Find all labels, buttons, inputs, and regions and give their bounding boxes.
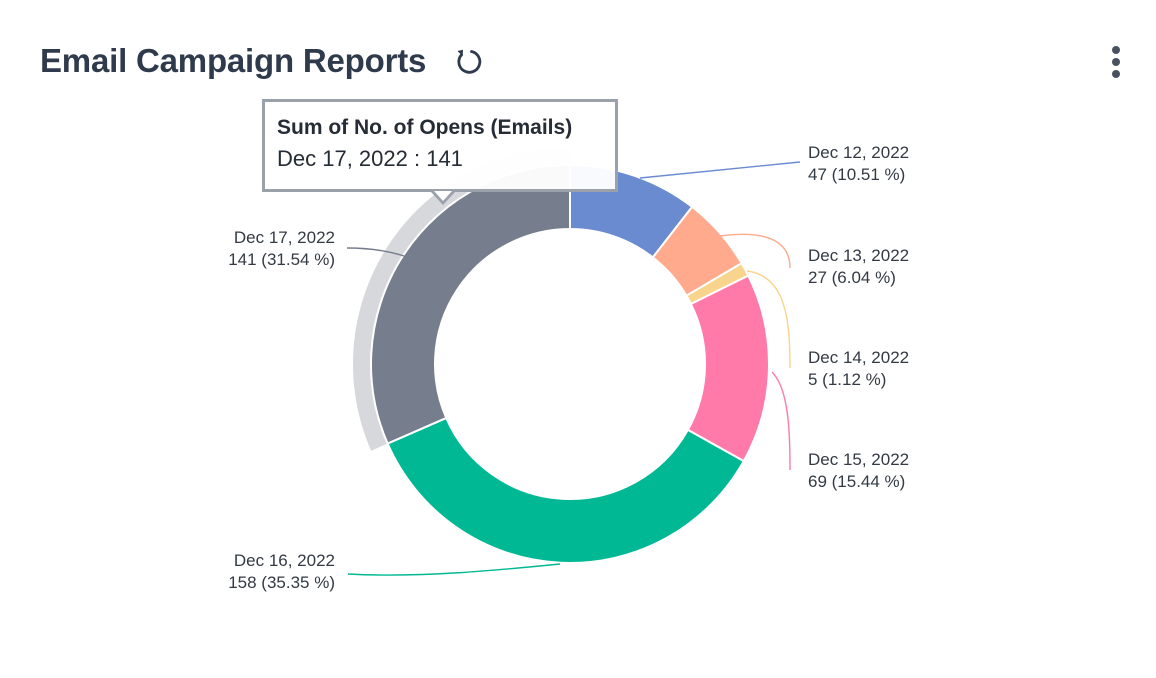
slice-label-date: Dec 13, 2022	[808, 246, 909, 265]
slice-label-value: 5 (1.12 %)	[808, 370, 886, 389]
slice-dec-15-2022[interactable]	[686, 274, 770, 463]
tooltip-value: Dec 17, 2022 : 141	[277, 146, 463, 171]
slice-label-value: 27 (6.04 %)	[808, 268, 896, 287]
leader-line-dec-15-2022	[771, 371, 791, 471]
chart-tooltip: Sum of No. of Opens (Emails) Dec 17, 202…	[262, 99, 618, 205]
slice-label-value: 69 (15.44 %)	[808, 472, 905, 491]
slice-group-dec-17-2022[interactable]	[353, 147, 571, 451]
leader-line-dec-14-2022	[746, 270, 791, 369]
refresh-icon[interactable]	[452, 45, 484, 77]
slice-label-date: Dec 16, 2022	[234, 551, 335, 570]
kebab-menu-icon[interactable]	[1106, 44, 1126, 84]
slice-dec-17-2022[interactable]	[370, 163, 571, 445]
leader-line-dec-13-2022	[719, 233, 791, 269]
slice-label-date: Dec 12, 2022	[808, 143, 909, 162]
leader-line-dec-16-2022	[347, 563, 561, 576]
slice-label-value: 158 (35.35 %)	[228, 573, 335, 592]
slice-label-date: Dec 15, 2022	[808, 450, 909, 469]
slice-label-value: 141 (31.54 %)	[228, 250, 335, 269]
slice-hover-halo	[353, 147, 570, 451]
slice-label-date: Dec 14, 2022	[808, 348, 909, 367]
tooltip-title: Sum of No. of Opens (Emails)	[277, 116, 573, 139]
slice-group-dec-15-2022[interactable]	[686, 274, 770, 463]
slice-dec-16-2022[interactable]	[386, 416, 746, 564]
tooltip-pointer-inner	[434, 191, 452, 201]
card-title: Email Campaign Reports	[40, 42, 427, 79]
card-header: Email Campaign Reports	[40, 38, 484, 84]
slice-label-date: Dec 17, 2022	[234, 228, 335, 247]
slice-label-value: 47 (10.51 %)	[808, 165, 905, 184]
slice-group-dec-16-2022[interactable]	[386, 416, 746, 564]
leader-line-dec-12-2022	[639, 161, 801, 179]
leader-line-dec-17-2022	[346, 247, 405, 257]
